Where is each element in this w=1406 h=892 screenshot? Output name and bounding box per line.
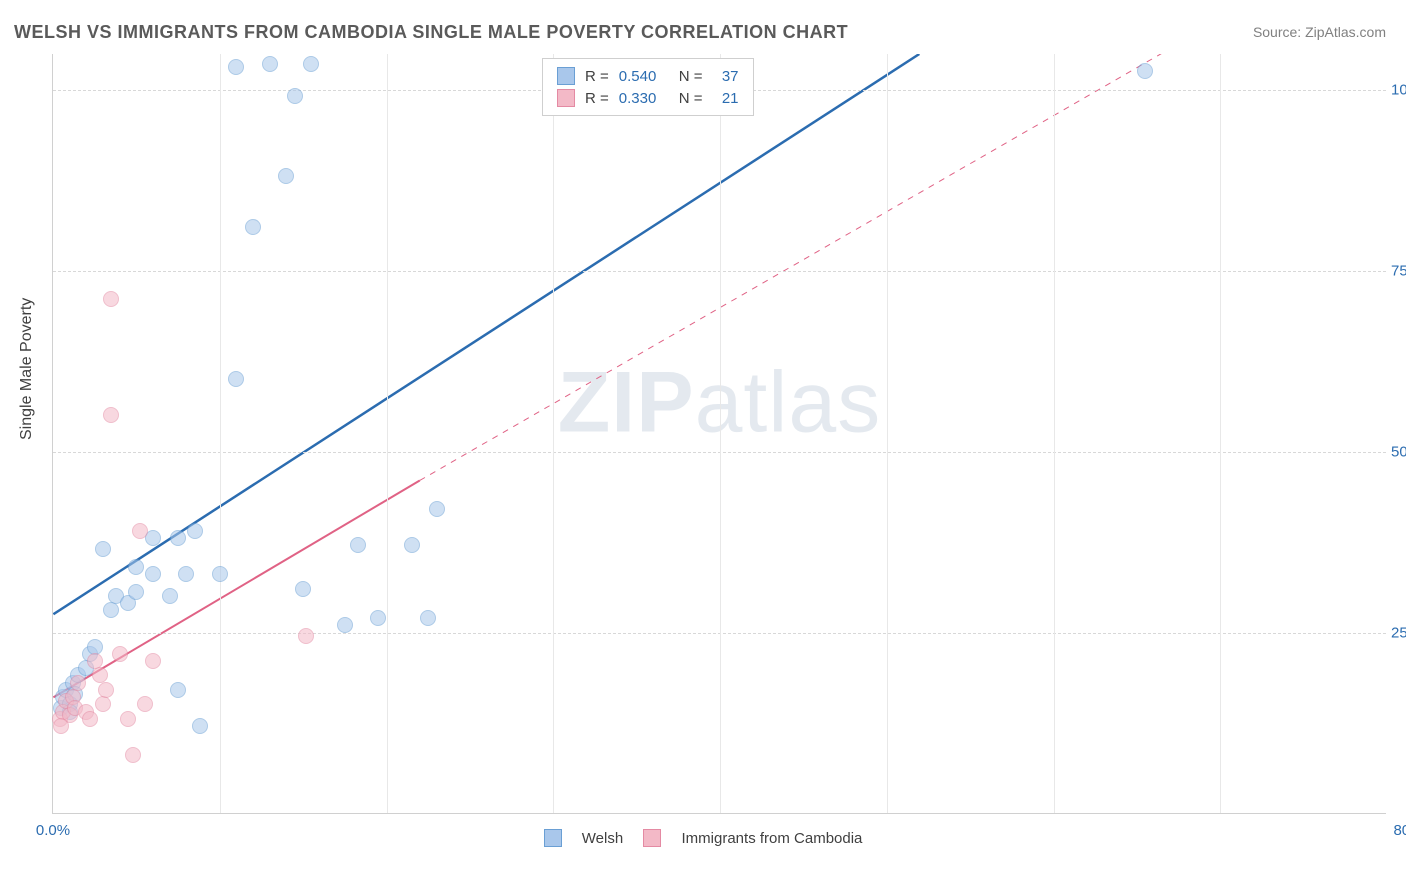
scatter-point (103, 291, 119, 307)
scatter-point (295, 581, 311, 597)
y-tick-label: 75.0% (1391, 263, 1406, 280)
scatter-point (303, 56, 319, 72)
scatter-point (170, 682, 186, 698)
y-axis-label: Single Male Poverty (18, 298, 36, 440)
scatter-point (103, 407, 119, 423)
scatter-point (404, 537, 420, 553)
swatch-cambodia (643, 829, 661, 847)
scatter-point (120, 711, 136, 727)
legend-label-welsh: Welsh (582, 830, 623, 847)
chart-title: WELSH VS IMMIGRANTS FROM CAMBODIA SINGLE… (14, 22, 848, 43)
scatter-point (132, 523, 148, 539)
n-value-welsh: 37 (713, 68, 739, 85)
gridline-v (720, 54, 721, 813)
gridline-v (1220, 54, 1221, 813)
scatter-point (192, 718, 208, 734)
scatter-point (350, 537, 366, 553)
scatter-point (125, 747, 141, 763)
gridline-v (1054, 54, 1055, 813)
scatter-point (370, 610, 386, 626)
scatter-point (70, 675, 86, 691)
scatter-point (1137, 63, 1153, 79)
n-label: N = (679, 90, 703, 107)
scatter-point (212, 566, 228, 582)
r-label: R = (585, 68, 609, 85)
scatter-point (95, 541, 111, 557)
scatter-point (145, 653, 161, 669)
scatter-point (429, 501, 445, 517)
n-value-cambodia: 21 (713, 90, 739, 107)
n-label: N = (679, 68, 703, 85)
legend-series: Welsh Immigrants from Cambodia (0, 829, 1406, 847)
scatter-point (112, 646, 128, 662)
swatch-welsh (557, 67, 575, 85)
legend-row: R = 0.540 N = 37 (557, 65, 739, 87)
watermark-light: atlas (695, 355, 882, 451)
scatter-point (98, 682, 114, 698)
scatter-point (262, 56, 278, 72)
legend-label-cambodia: Immigrants from Cambodia (682, 830, 863, 847)
scatter-point (298, 628, 314, 644)
scatter-point (82, 711, 98, 727)
scatter-point (145, 566, 161, 582)
legend-row: R = 0.330 N = 21 (557, 87, 739, 109)
scatter-point (103, 602, 119, 618)
scatter-point (128, 584, 144, 600)
scatter-point (128, 559, 144, 575)
scatter-point (245, 219, 261, 235)
scatter-point (187, 523, 203, 539)
y-tick-label: 50.0% (1391, 444, 1406, 461)
scatter-point (287, 88, 303, 104)
scatter-point (420, 610, 436, 626)
scatter-point (170, 530, 186, 546)
gridline-v (220, 54, 221, 813)
scatter-point (178, 566, 194, 582)
gridline-v (387, 54, 388, 813)
y-tick-label: 25.0% (1391, 625, 1406, 642)
scatter-point (53, 718, 69, 734)
r-label: R = (585, 90, 609, 107)
r-value-cambodia: 0.330 (619, 90, 669, 107)
swatch-cambodia (557, 89, 575, 107)
gridline-v (553, 54, 554, 813)
scatter-point (337, 617, 353, 633)
r-value-welsh: 0.540 (619, 68, 669, 85)
plot-area: ZIPatlas 25.0%50.0%75.0%100.0%0.0%80.0% (52, 54, 1386, 814)
scatter-point (228, 59, 244, 75)
legend-stats: R = 0.540 N = 37 R = 0.330 N = 21 (542, 58, 754, 116)
y-tick-label: 100.0% (1391, 82, 1406, 99)
scatter-point (137, 696, 153, 712)
scatter-point (95, 696, 111, 712)
source-label: Source: ZipAtlas.com (1253, 24, 1386, 40)
watermark-bold: ZIP (558, 355, 695, 451)
swatch-welsh (544, 829, 562, 847)
scatter-point (278, 168, 294, 184)
scatter-point (162, 588, 178, 604)
gridline-v (887, 54, 888, 813)
scatter-point (228, 371, 244, 387)
